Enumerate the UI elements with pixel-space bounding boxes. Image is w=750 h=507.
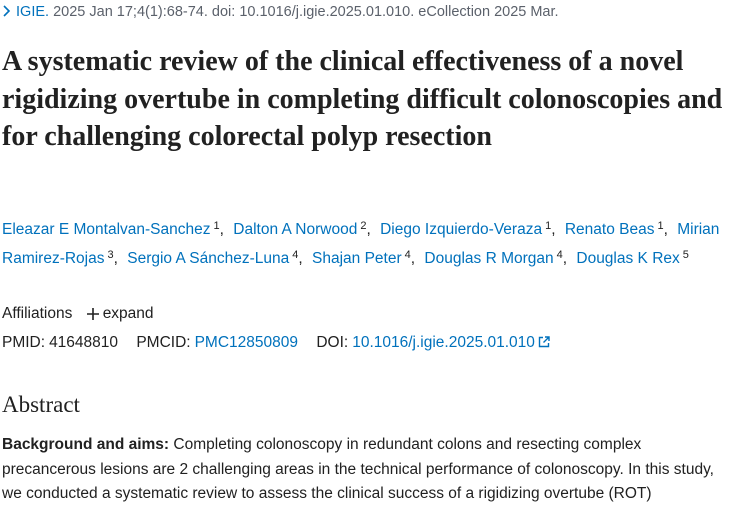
author-separator: , <box>298 249 303 267</box>
pmid-label: PMID: <box>2 334 46 351</box>
author-separator: , <box>551 221 556 238</box>
article-title: A systematic review of the clinical effe… <box>2 46 723 152</box>
chevron-icon <box>3 5 11 17</box>
affiliation-number: 4 <box>556 248 563 261</box>
pmid-value: 41648810 <box>49 334 119 351</box>
affiliation-number: 5 <box>682 248 689 261</box>
affiliation-number: 1 <box>213 220 220 232</box>
affiliation-number: 4 <box>404 248 411 261</box>
citation-details: 2025 Jan 17;4(1):68-74. doi: 10.1016/j.i… <box>53 4 559 20</box>
pmcid-label: PMCID: <box>136 334 191 351</box>
author-separator: , <box>663 221 668 238</box>
doi-label: DOI: <box>316 334 349 351</box>
abstract-section-label: Background and aims: <box>2 436 170 453</box>
journal-link[interactable]: IGIE. <box>16 4 50 20</box>
author-separator: , <box>113 249 118 267</box>
author-link[interactable]: Eleazar E Montalvan-Sanchez <box>2 221 211 238</box>
identifiers: PMID: 41648810 PMCID: PMC12850809 DOI: 10.1… <box>2 334 550 352</box>
author-separator: , <box>219 221 224 238</box>
affiliation-number: 3 <box>107 248 114 261</box>
abstract-paragraph: Background and aims: Completing colonosc… <box>2 433 737 507</box>
author-separator: , <box>366 221 371 238</box>
author-list: Eleazar E Montalvan-Sanchez 1, Dalton A N… <box>2 214 737 271</box>
author-separator: , <box>410 249 416 267</box>
author-link[interactable]: Renato Beas <box>564 221 655 238</box>
doi-link[interactable]: 10.1016/j.igie.2025.01.010 <box>352 334 535 351</box>
author-link[interactable]: Dalton A Norwood <box>233 221 358 238</box>
author-link[interactable]: Douglas R Morgan <box>424 249 554 267</box>
author-link[interactable]: Diego Izquierdo-Veraza <box>380 221 543 238</box>
affiliation-number: 2 <box>360 220 367 232</box>
affiliation-number: 1 <box>657 220 664 232</box>
external-link-icon <box>538 336 550 348</box>
author-link[interactable]: Sergio A Sánchez-Luna <box>127 249 290 267</box>
expand-label[interactable]: expand <box>102 305 154 322</box>
citation: IGIE. 2025 Jan 17;4(1):68-74. doi: 10.10… <box>2 4 559 20</box>
affiliations-label: Affiliations <box>2 305 73 322</box>
author-separator: , <box>562 249 568 267</box>
affiliations: Affiliations expand <box>2 305 154 323</box>
abstract-section-text: Completing colonoscopy in redundant colo… <box>2 436 714 502</box>
abstract-heading: Abstract <box>2 392 80 417</box>
plus-icon <box>86 308 99 320</box>
expand-button[interactable]: expand <box>86 305 154 322</box>
pmcid-link[interactable]: PMC12850809 <box>194 334 299 351</box>
affiliation-number: 4 <box>292 248 299 261</box>
affiliation-number: 1 <box>545 220 552 232</box>
author-link[interactable]: Douglas K Rex <box>576 249 680 267</box>
author-link[interactable]: Shajan Peter <box>312 249 402 267</box>
author-link[interactable]: Mirian Ramirez-Rojas <box>2 221 720 267</box>
